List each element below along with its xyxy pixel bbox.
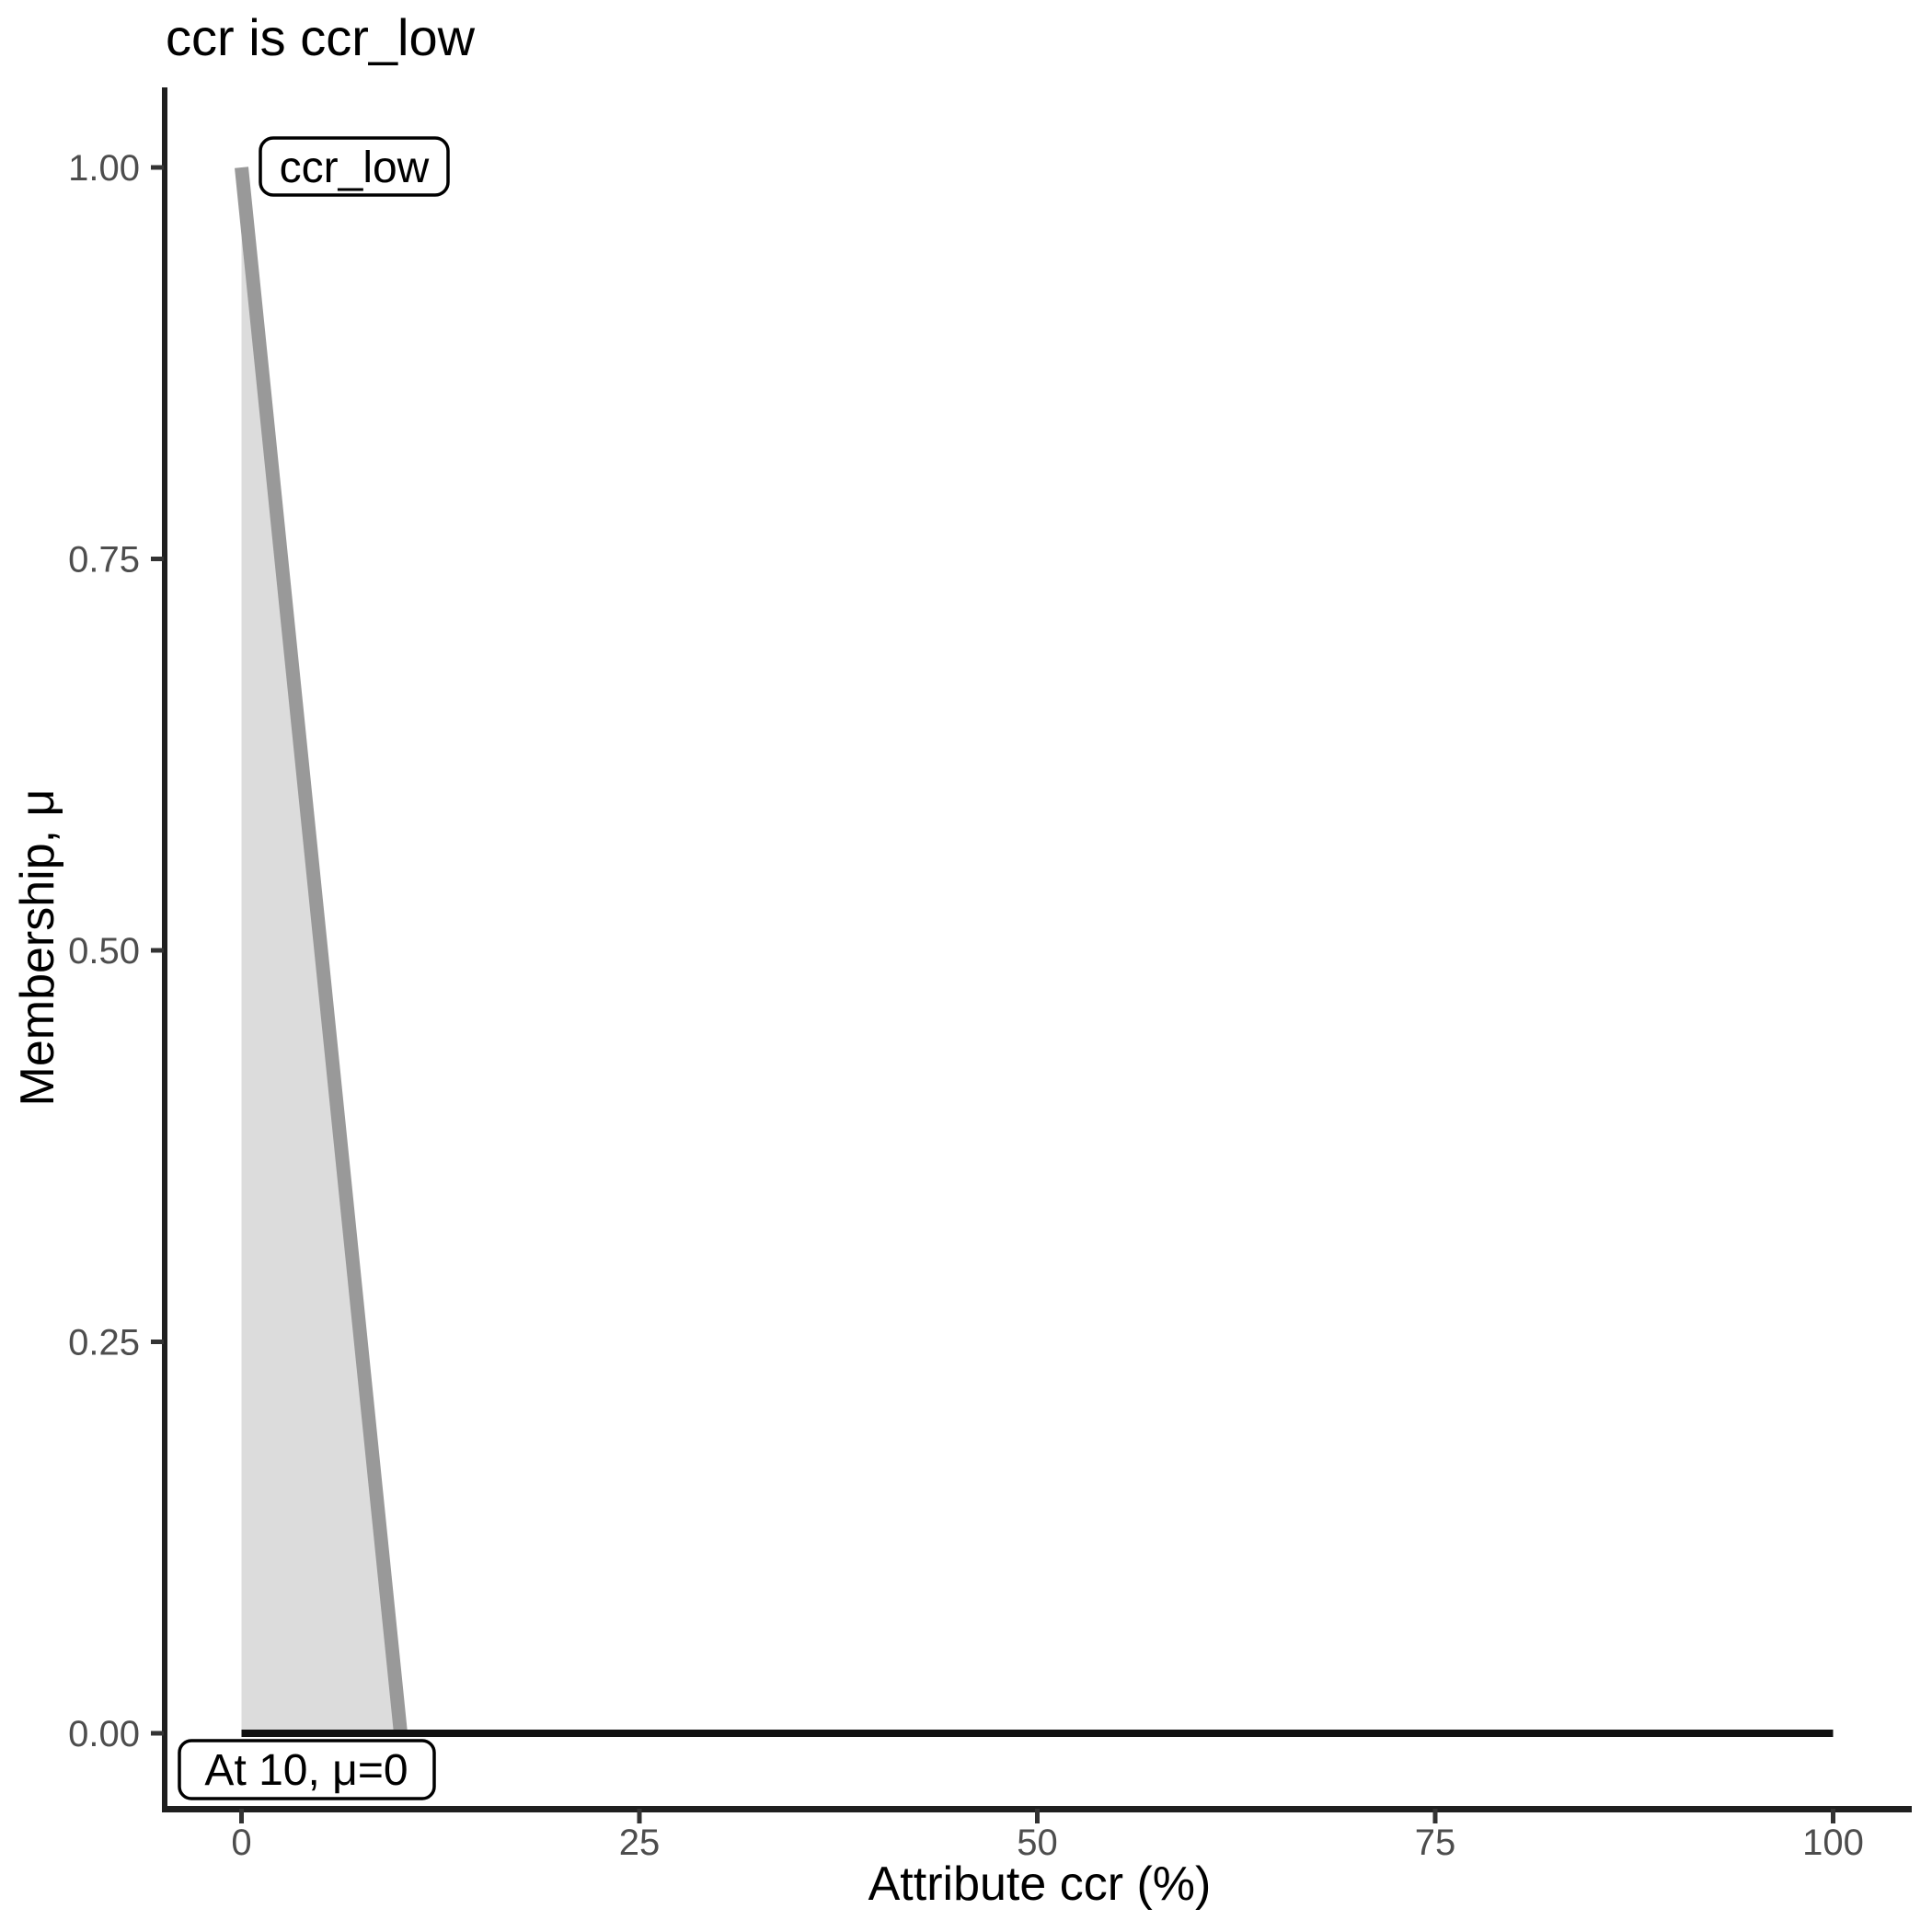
y-tick-label: 0.75 — [68, 540, 140, 581]
annotation-ccr-low: ccr_low — [259, 136, 450, 197]
x-tick-label: 50 — [1017, 1823, 1058, 1863]
chart-title: ccr is ccr_low — [166, 8, 476, 66]
y-tick-label: 0.50 — [68, 931, 140, 972]
x-tick-label: 0 — [231, 1823, 251, 1863]
ccr-low-label-text: ccr_low — [280, 144, 430, 192]
plot-data-layer — [235, 167, 1834, 1737]
axes — [162, 87, 1912, 1812]
x-axis-title: Attribute ccr (%) — [868, 1857, 1212, 1911]
y-axis-title: Membership, μ — [11, 789, 64, 1107]
annotation-at-10: At 10, μ=0 — [178, 1739, 436, 1800]
x-axis-ticks: 0 25 50 75 100 — [231, 1809, 1864, 1863]
x-tick-label: 100 — [1802, 1823, 1864, 1863]
y-tick-label: 0.25 — [68, 1323, 140, 1363]
y-tick-label: 0.00 — [68, 1714, 140, 1754]
ccr-low-label-box — [259, 136, 450, 197]
at-10-label-text: At 10, μ=0 — [204, 1746, 408, 1795]
y-axis-ticks: 0.00 0.25 0.50 0.75 1.00 — [68, 148, 164, 1754]
x-tick-label: 25 — [619, 1823, 661, 1863]
at-10-label-box — [178, 1739, 436, 1800]
x-tick-label: 75 — [1415, 1823, 1456, 1863]
series-line-0 — [235, 167, 408, 1734]
y-tick-label: 1.00 — [68, 148, 140, 189]
